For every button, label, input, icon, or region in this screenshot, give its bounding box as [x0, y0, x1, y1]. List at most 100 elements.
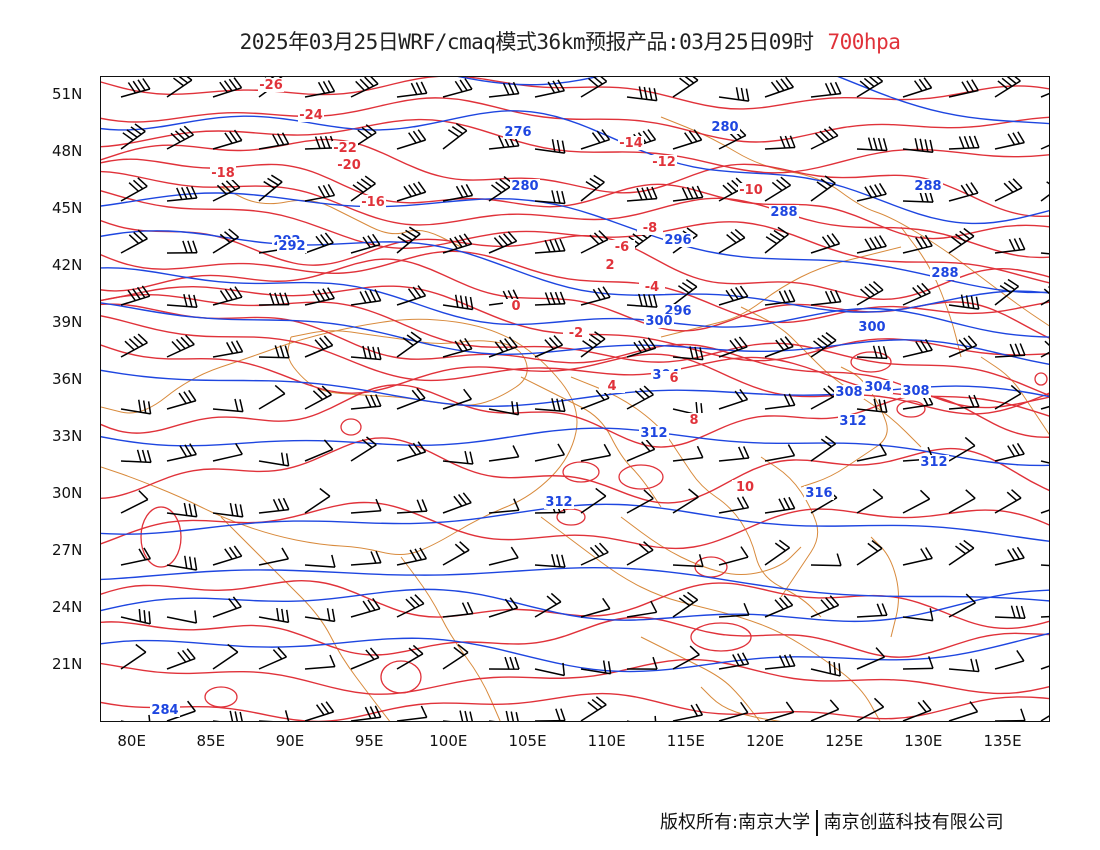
barb-feather	[652, 656, 658, 670]
barb-feather	[414, 548, 423, 561]
barb-feather	[126, 129, 138, 138]
isotherm-line	[101, 293, 1049, 397]
temperature-label: -12	[652, 155, 676, 170]
wind-barb	[534, 553, 566, 568]
barb-shaft	[1040, 288, 1049, 306]
barb-feather	[780, 78, 790, 90]
barb-feather	[409, 596, 420, 607]
barb-feather	[269, 292, 275, 306]
barb-feather	[498, 235, 508, 246]
height-label: 284	[151, 703, 178, 718]
height-contour-line	[101, 192, 1049, 294]
wind-barb	[856, 647, 886, 670]
wind-barb	[258, 345, 290, 359]
barb-feather	[648, 87, 653, 101]
barb-feather	[1007, 133, 1016, 146]
wind-barb	[212, 643, 239, 670]
barb-shaft	[1040, 342, 1049, 358]
wind-barb	[120, 177, 148, 202]
barb-feather	[276, 133, 285, 146]
barb-feather	[188, 556, 193, 570]
barb-feather	[272, 498, 280, 512]
wind-barb	[166, 77, 193, 98]
barb-feather	[557, 443, 566, 456]
label-halo	[930, 266, 960, 280]
barb-feather	[277, 647, 288, 658]
barb-feather	[499, 339, 509, 351]
wind-barb	[304, 554, 336, 568]
barb-shaft	[580, 668, 611, 675]
wind-barb	[856, 398, 888, 414]
barb-feather	[412, 182, 422, 195]
barb-feather	[1008, 238, 1016, 251]
barb-feather	[415, 82, 423, 95]
barb-feather	[645, 439, 656, 450]
barb-feather	[193, 557, 198, 571]
barb-shaft	[534, 668, 565, 677]
boundary-line	[220, 516, 391, 721]
barb-feather	[834, 81, 842, 94]
barb-feather	[917, 701, 927, 713]
label-halo	[609, 240, 635, 254]
wind-barb	[810, 660, 841, 677]
barb-feather	[776, 179, 787, 189]
barb-feather	[643, 86, 648, 100]
barb-feather	[784, 336, 794, 347]
barb-feather	[493, 237, 504, 248]
barb-feather	[678, 285, 690, 294]
barb-feather	[864, 286, 875, 296]
wind-barb	[810, 81, 842, 98]
barb-feather	[1007, 445, 1016, 457]
barb-shaft	[810, 339, 837, 358]
barb-feather	[327, 80, 336, 92]
wind-barb	[672, 591, 699, 618]
wind-barb	[488, 81, 520, 98]
wind-barb	[212, 77, 243, 98]
barb-feather	[454, 294, 459, 308]
isotherm-loop	[690, 622, 752, 652]
lat-tick-label: 45N	[52, 199, 83, 217]
wind-barb	[488, 445, 520, 462]
barb-feather	[959, 230, 971, 240]
barb-feather	[651, 186, 658, 199]
barb-feather	[595, 487, 607, 497]
label-halo	[838, 414, 868, 428]
barb-feather	[653, 88, 658, 101]
barb-feather	[364, 706, 372, 719]
barb-shaft	[120, 238, 148, 254]
barb-feather	[138, 490, 149, 501]
barb-feather	[955, 233, 967, 243]
wind-barb	[626, 600, 658, 618]
barb-feather	[741, 652, 750, 665]
label-halo	[332, 141, 358, 155]
barb-feather	[364, 290, 372, 303]
barb-feather	[312, 290, 321, 303]
isotherm-line	[101, 118, 1049, 174]
barb-feather	[789, 135, 796, 148]
barb-feather	[950, 236, 962, 246]
barb-feather	[654, 715, 657, 721]
barb-feather	[230, 341, 239, 354]
barb-feather	[182, 240, 188, 254]
barb-feather	[821, 236, 831, 248]
temperature-label: -2	[569, 326, 583, 341]
barb-feather	[469, 711, 474, 721]
wind-barb	[120, 714, 152, 721]
barb-feather	[224, 231, 235, 241]
barb-feather	[737, 653, 745, 666]
barb-feather	[1011, 548, 1020, 560]
barb-feather	[551, 190, 556, 203]
barb-feather	[874, 184, 882, 196]
barb-shaft	[1040, 182, 1049, 202]
boundary-line	[660, 246, 902, 338]
wind-barb	[304, 608, 336, 623]
barb-feather	[324, 135, 331, 149]
barb-shaft	[396, 295, 426, 306]
wind-barb	[580, 660, 612, 675]
wind-barb	[580, 77, 608, 98]
barb-feather	[876, 603, 883, 616]
wind-barb	[488, 597, 519, 618]
barb-feather	[589, 234, 600, 245]
barb-shaft	[212, 87, 242, 98]
boundary-line	[620, 516, 802, 575]
